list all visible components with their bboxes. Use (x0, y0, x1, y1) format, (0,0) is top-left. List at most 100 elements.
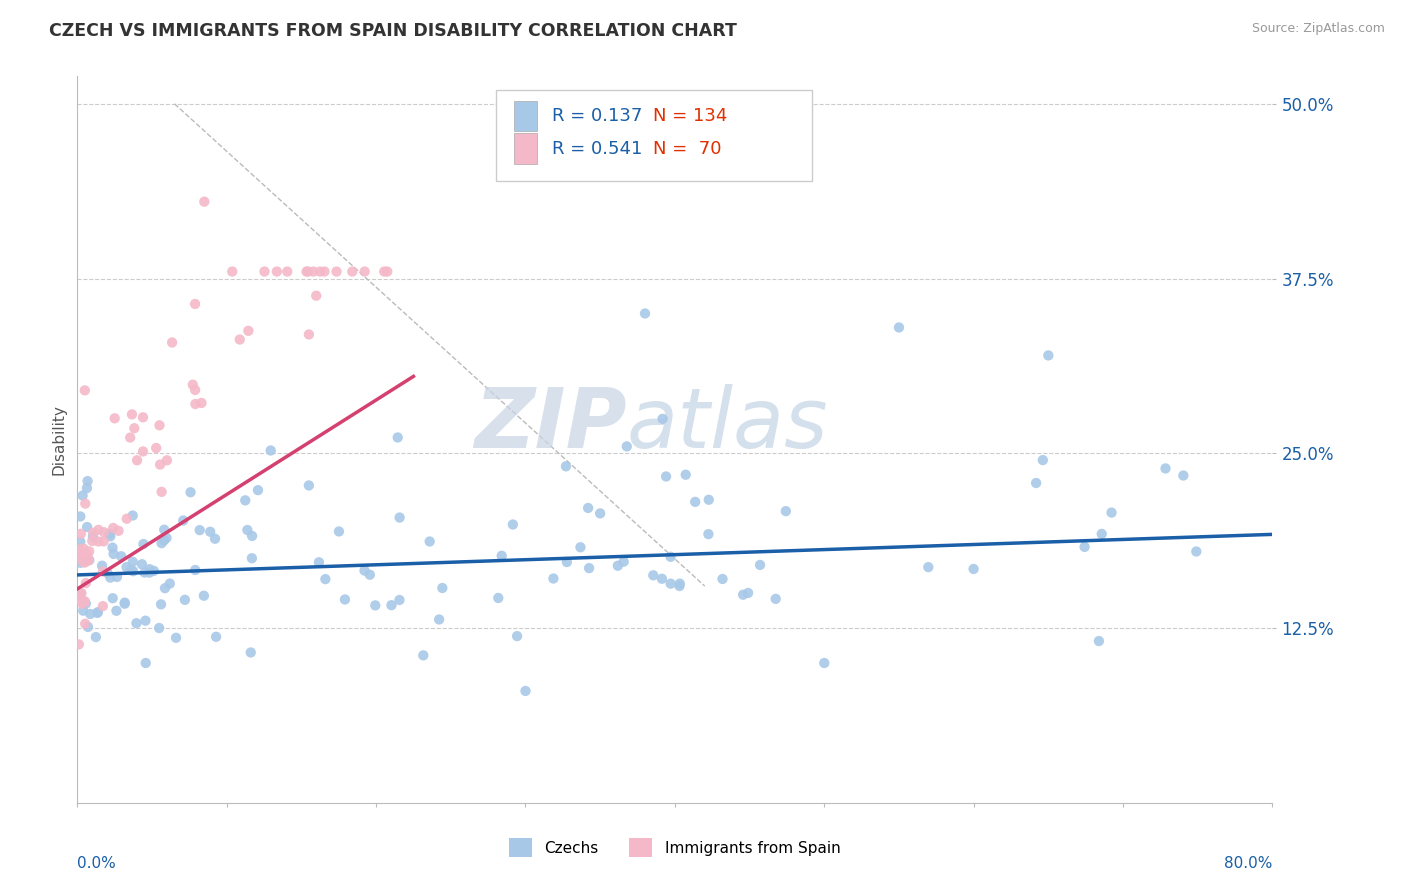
Text: 80.0%: 80.0% (1225, 856, 1272, 871)
Point (236, 523, 259, 537)
Point (364, 599, 387, 613)
Point (87, 523, 110, 537)
Point (76, 520, 98, 534)
Point (148, 621, 170, 635)
Point (589, 507, 612, 521)
Point (266, 264, 288, 278)
Point (314, 264, 336, 278)
Point (1291, 516, 1313, 531)
Point (75, 554, 97, 568)
Point (165, 631, 187, 645)
Point (72, 597, 94, 611)
Point (643, 568, 665, 582)
Point (70, 586, 93, 600)
Point (122, 564, 145, 578)
Point (221, 264, 243, 278)
Point (387, 430, 409, 444)
Point (634, 306, 657, 320)
Point (93, 525, 115, 540)
Point (229, 333, 252, 347)
Point (125, 616, 148, 631)
Point (309, 264, 332, 278)
Point (711, 572, 734, 586)
Point (153, 581, 176, 595)
Point (181, 377, 204, 392)
Point (606, 558, 628, 573)
Point (749, 558, 772, 572)
Point (101, 591, 124, 606)
Point (683, 495, 706, 509)
Point (1032, 453, 1054, 467)
Text: ZIP: ZIP (474, 384, 627, 466)
Text: atlas: atlas (627, 384, 828, 466)
Point (82, 533, 104, 548)
Point (276, 264, 298, 278)
Point (543, 572, 565, 586)
Text: N = 134: N = 134 (654, 107, 728, 125)
Point (669, 576, 692, 591)
Point (103, 547, 125, 561)
Point (77, 620, 100, 634)
Point (412, 648, 434, 663)
Point (134, 566, 156, 580)
Point (87, 534, 110, 549)
Point (246, 483, 269, 497)
Point (93, 534, 115, 549)
Point (82, 529, 104, 543)
Point (659, 576, 682, 591)
Point (91, 565, 114, 579)
Point (69, 509, 91, 524)
Point (659, 549, 682, 564)
Point (616, 439, 638, 453)
Point (86, 606, 108, 620)
Point (205, 630, 228, 644)
Point (238, 324, 260, 338)
Point (67, 592, 90, 607)
Point (297, 264, 319, 278)
Point (253, 264, 276, 278)
Point (427, 612, 450, 626)
Point (962, 562, 984, 576)
Point (67, 637, 90, 651)
Point (107, 524, 129, 538)
Point (105, 604, 128, 618)
Point (114, 597, 136, 611)
Point (491, 549, 513, 563)
Point (76, 481, 98, 495)
Point (75, 616, 97, 631)
Point (737, 586, 759, 600)
Text: 0.0%: 0.0% (77, 856, 117, 871)
Point (184, 383, 207, 397)
Point (138, 562, 160, 576)
Point (73, 549, 96, 563)
Point (149, 458, 172, 472)
Point (75, 497, 97, 511)
Point (98, 526, 121, 541)
Point (240, 529, 263, 543)
Point (188, 523, 211, 537)
Point (1088, 634, 1111, 648)
Point (193, 589, 215, 603)
Point (77, 553, 100, 567)
Point (72, 489, 94, 503)
Bar (513, 101, 537, 131)
Point (79, 607, 101, 621)
Point (155, 531, 177, 545)
Point (127, 453, 149, 467)
Point (697, 527, 720, 541)
Point (105, 570, 128, 584)
Point (120, 431, 142, 445)
Point (115, 560, 138, 574)
Point (359, 567, 381, 582)
Point (91, 558, 114, 573)
Point (153, 523, 176, 537)
Point (110, 549, 132, 564)
Point (1185, 544, 1208, 558)
Point (569, 541, 592, 555)
Point (159, 576, 181, 591)
Point (308, 555, 330, 569)
Point (97, 566, 120, 580)
Point (887, 320, 910, 334)
Point (156, 453, 179, 467)
Point (388, 510, 411, 524)
